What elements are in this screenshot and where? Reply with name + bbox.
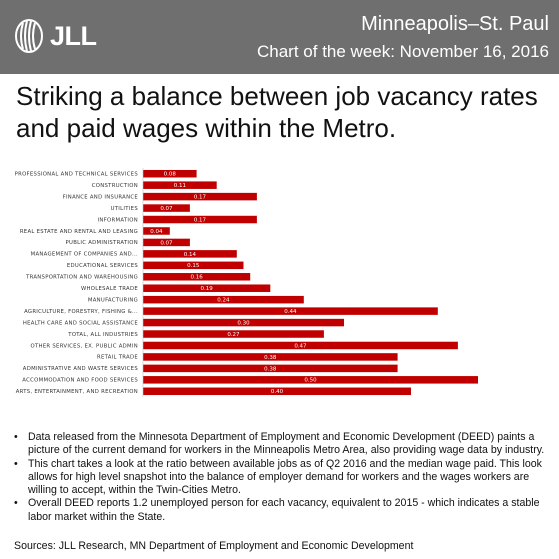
category-label: MANAGEMENT OF COMPANIES AND...: [31, 252, 138, 258]
sources-note: Sources: JLL Research, MN Department of …: [14, 540, 414, 552]
data-label: 0.16: [190, 275, 203, 281]
data-label: 0.47: [294, 343, 307, 349]
jll-logo-mark-icon: [15, 19, 43, 53]
bullet-item: • Data released from the Minnesota Depart…: [14, 431, 546, 458]
bar: [143, 295, 304, 304]
data-label: 0.24: [217, 298, 230, 304]
jll-logo: JLL: [14, 14, 104, 58]
category-label: PROFESSIONAL AND TECHNICAL SERVICES: [15, 172, 139, 178]
bar: [143, 318, 344, 327]
category-label: ADMINISTRATIVE AND WASTE SERVICES: [23, 366, 139, 372]
bar: [143, 330, 324, 338]
bar: [143, 227, 170, 235]
data-label: 0.38: [264, 366, 277, 372]
data-label: 0.19: [201, 286, 214, 292]
category-label: INFORMATION: [98, 217, 138, 223]
data-label: 0.07: [160, 240, 173, 246]
bullet-item: • This chart takes a look at the ratio be…: [14, 458, 546, 498]
data-label: 0.40: [271, 389, 284, 395]
bar: [143, 204, 190, 212]
category-label: ACCOMMODATION AND FOOD SERVICES: [22, 378, 138, 384]
data-label: 0.17: [194, 217, 207, 223]
bar: [143, 387, 411, 396]
category-label: UTILITIES: [111, 206, 139, 212]
data-label: 0.30: [237, 320, 250, 326]
data-label: 0.11: [174, 183, 186, 189]
category-label: WHOLESALE TRADE: [81, 286, 138, 292]
bar: [143, 284, 271, 292]
bullet-item: • Overall DEED reports 1.2 unemployed per…: [14, 497, 546, 524]
header-bar: JLL Minneapolis–St. Paul Chart of the we…: [0, 0, 559, 74]
category-label: REAL ESTATE AND RENTAL AND LEASING: [20, 229, 138, 235]
category-label: EDUCATIONAL SERVICES: [67, 263, 138, 269]
data-label: 0.07: [160, 206, 173, 212]
bullet-icon: •: [14, 457, 18, 470]
bar: [143, 353, 398, 361]
category-label: FINANCE AND INSURANCE: [63, 194, 139, 200]
bar: [143, 169, 197, 178]
data-label: 0.50: [304, 378, 317, 384]
bar: [143, 364, 398, 373]
bar: [143, 341, 458, 350]
category-label: RETAIL TRADE: [97, 355, 138, 361]
bullet-icon: •: [14, 431, 18, 443]
bullet-icon: •: [14, 497, 18, 510]
category-label: OTHER SERVICES, EX. PUBLIC ADMIN: [31, 343, 139, 349]
category-label: MANUFACTURING: [88, 297, 138, 303]
data-label: 0.04: [150, 229, 163, 235]
category-label: TOTAL, ALL INDUSTRIES: [67, 332, 138, 338]
category-label: CONSTRUCTION: [92, 183, 138, 189]
bullet-text: Overall DEED reports 1.2 unemployed pers…: [28, 497, 540, 523]
bar: [143, 181, 217, 189]
category-label: ARTS, ENTERTAINMENT, AND RECREATION: [16, 389, 138, 395]
bar: [143, 261, 244, 270]
bullet-text: This chart takes a look at the ratio bet…: [28, 457, 542, 497]
data-label: 0.08: [164, 172, 177, 178]
category-label: TRANSPORTATION AND WAREHOUSING: [25, 275, 138, 281]
category-label: PUBLIC ADMINISTRATION: [66, 240, 138, 246]
bullet-list: • Data released from the Minnesota Depart…: [14, 431, 546, 524]
bar: [143, 250, 237, 258]
bar: [143, 192, 257, 201]
category-label: AGRICULTURE, FORESTRY, FISHING &...: [24, 309, 138, 315]
data-label: 0.44: [284, 309, 297, 315]
bar: [143, 273, 251, 281]
data-label: 0.17: [194, 195, 207, 201]
category-label: HEALTH CARE AND SOCIAL ASSISTANCE: [23, 320, 138, 326]
data-label: 0.15: [187, 263, 200, 269]
bar: [143, 307, 438, 315]
data-label: 0.27: [227, 332, 240, 338]
bar: [143, 376, 478, 384]
data-label: 0.14: [184, 252, 197, 258]
data-label: 0.38: [264, 355, 277, 361]
headline: Striking a balance between job vacancy r…: [16, 81, 538, 143]
chart-of-the-week-date: Chart of the week: November 16, 2016: [257, 42, 549, 61]
bar: [143, 238, 190, 247]
bar-chart: PROFESSIONAL AND TECHNICAL SERVICES 0.08 C…: [15, 168, 478, 397]
bar: [143, 215, 257, 224]
market-name: Minneapolis–St. Paul: [361, 13, 549, 35]
bullet-text: Data released from the Minnesota Departm…: [28, 431, 545, 457]
logo-text: JLL: [50, 21, 97, 51]
